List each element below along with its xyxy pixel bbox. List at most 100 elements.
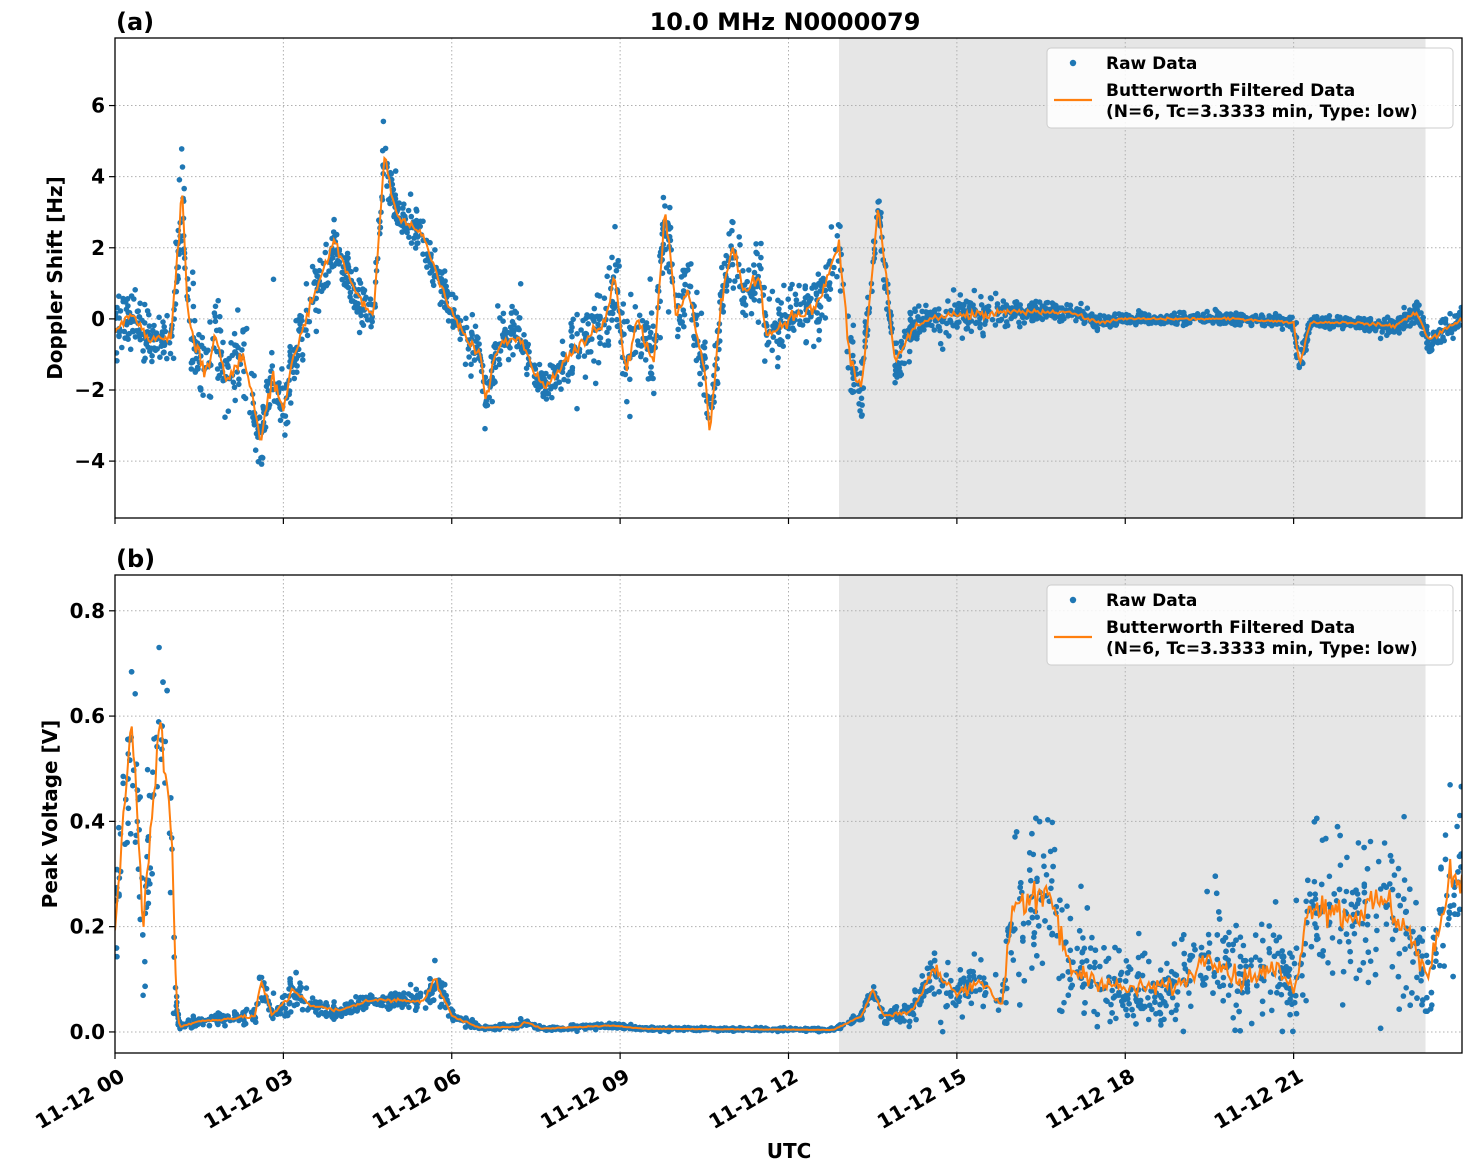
raw-data-point [497,362,503,368]
raw-data-point [856,401,862,407]
raw-data-point [279,366,285,372]
raw-data-point [1376,859,1382,865]
raw-data-point [1314,816,1320,822]
raw-data-point [1446,916,1452,922]
raw-data-point [1320,953,1326,959]
raw-data-point [732,278,738,284]
raw-data-point [1008,950,1014,956]
raw-data-point [1454,824,1460,830]
raw-data-point [231,380,237,386]
raw-data-point [811,344,817,350]
raw-data-point [1330,970,1336,976]
y-tick-label: 4 [91,165,105,189]
raw-data-point [179,146,185,152]
raw-data-point [226,408,232,414]
raw-data-point [753,250,759,256]
raw-data-point [423,1005,429,1011]
panel-label-b: (b) [116,545,155,573]
raw-data-point [758,255,764,261]
raw-data-point [940,346,946,352]
raw-data-point [697,371,703,377]
raw-data-point [192,318,198,324]
raw-data-point [1352,904,1358,910]
raw-data-point [1031,303,1037,309]
raw-data-point [1088,313,1094,319]
y-tick-label: −4 [74,449,105,473]
raw-data-point [753,241,759,247]
raw-data-point [215,375,221,381]
raw-data-point [1429,1002,1435,1008]
raw-data-point [142,356,148,362]
raw-data-point [1305,878,1311,884]
y-axis-label-b: Peak Voltage [V] [38,720,62,909]
raw-data-point [1028,878,1034,884]
raw-data-point [191,281,197,287]
raw-data-point [160,319,166,325]
raw-data-point [940,983,946,989]
raw-data-point [1068,303,1074,309]
raw-data-point [849,338,855,344]
raw-data-point [977,975,983,981]
raw-data-point [1269,1008,1275,1014]
raw-data-point [1447,782,1453,788]
raw-data-point [1401,814,1407,820]
raw-data-point [132,287,138,293]
raw-data-point [1188,1004,1194,1010]
raw-data-point [154,346,160,352]
raw-data-point [346,285,352,291]
raw-data-point [1392,872,1398,878]
raw-data-point [1116,990,1122,996]
raw-data-point [1061,1000,1067,1006]
raw-data-point [120,774,126,780]
raw-data-point [1173,1017,1179,1023]
raw-data-point [803,318,809,324]
raw-data-point [243,396,249,402]
raw-data-point [1396,866,1402,872]
raw-data-point [1034,914,1040,920]
raw-data-point [287,344,293,350]
raw-data-point [1003,1000,1009,1006]
raw-data-point [457,337,463,343]
raw-data-point [1210,990,1216,996]
raw-data-point [569,334,575,340]
raw-data-point [650,323,656,329]
raw-data-point [470,312,476,318]
raw-data-point [574,331,580,337]
raw-data-point [827,280,833,286]
raw-data-point [313,307,319,313]
raw-data-point [140,348,146,354]
raw-data-point [1040,317,1046,323]
raw-data-point [1397,951,1403,957]
raw-data-point [408,982,414,988]
raw-data-point [816,271,822,277]
raw-data-point [326,268,332,274]
raw-data-point [232,331,238,337]
raw-data-point [1235,988,1241,994]
raw-data-point [128,347,134,353]
raw-data-point [740,310,746,316]
raw-data-point [1080,949,1086,955]
raw-data-point [119,345,125,351]
raw-data-point [125,303,131,309]
raw-data-point [1314,925,1320,931]
raw-data-point [1389,858,1395,864]
raw-data-point [125,336,131,342]
raw-data-point [1016,320,1022,326]
raw-data-point [368,324,374,330]
raw-data-point [649,310,655,316]
raw-data-point [1290,1029,1296,1035]
raw-data-point [956,999,962,1005]
raw-data-point [171,356,177,362]
raw-data-point [129,293,135,299]
raw-data-point [1459,305,1465,311]
raw-data-point [1103,959,1109,965]
raw-data-point [1030,915,1036,921]
raw-data-point [1012,300,1018,306]
raw-data-point [1388,853,1394,859]
raw-data-point [824,293,830,299]
raw-data-point [940,1029,946,1035]
raw-data-point [1424,345,1430,351]
y-tick-label: 0.8 [70,599,105,623]
raw-data-point [1175,989,1181,995]
raw-data-point [568,369,574,375]
